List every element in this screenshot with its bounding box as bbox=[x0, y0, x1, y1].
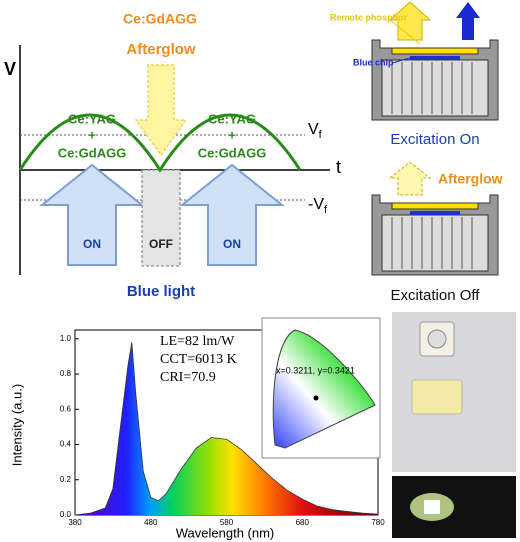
x-tick-label: 680 bbox=[296, 518, 310, 527]
spectrum-chart: Intensity (a.u.) Wavelength (nm) 0.0 0.2 0… bbox=[9, 329, 385, 540]
cie-point-label: x=0.3211, y=0.3421 bbox=[276, 365, 355, 375]
pointer bbox=[391, 57, 411, 64]
pointer bbox=[389, 19, 421, 45]
heatsink bbox=[381, 59, 489, 117]
x-tick-label: 380 bbox=[68, 518, 82, 527]
phosphor-label: Ce:YAG bbox=[68, 111, 116, 126]
y-tick-label: 0.2 bbox=[60, 475, 72, 484]
top-label: Ce:GdAGG bbox=[123, 11, 197, 27]
vf-label: Vf bbox=[308, 121, 323, 141]
spectrum-line bbox=[74, 342, 379, 516]
panel-caption: Excitation On bbox=[390, 131, 479, 148]
y-axis-title: Intensity (a.u.) bbox=[9, 384, 24, 466]
arrow-label: ON bbox=[223, 237, 241, 251]
annotation: CRI=70.9 bbox=[160, 370, 216, 385]
y-tick-label: 0.4 bbox=[60, 440, 72, 449]
photos bbox=[392, 312, 516, 538]
arrow-label: ON bbox=[83, 237, 101, 251]
y-tick-label: 1.0 bbox=[60, 334, 72, 343]
phosphor-label: + bbox=[88, 127, 96, 142]
phosphor-label: Ce:GdAGG bbox=[198, 145, 267, 160]
annotation: CCT=6013 K bbox=[160, 352, 237, 367]
neg-vf-label: -Vf bbox=[308, 196, 328, 216]
heatsink bbox=[381, 214, 489, 272]
vf-sub: f bbox=[319, 129, 323, 141]
blue-chip-label: Blue chip bbox=[353, 57, 394, 67]
neg-vf-main: -V bbox=[308, 196, 324, 213]
fins bbox=[391, 62, 473, 114]
afterglow-label: Afterglow bbox=[126, 41, 195, 58]
yellow-out-arrow bbox=[388, 1, 432, 41]
phosphor-label: + bbox=[228, 127, 236, 142]
led-lit bbox=[424, 500, 440, 514]
y-tick-label: 0.0 bbox=[60, 510, 72, 519]
afterglow-out-arrow bbox=[388, 161, 432, 196]
off-box bbox=[141, 169, 181, 267]
v-label: V bbox=[4, 59, 16, 79]
spectrum-area bbox=[75, 342, 378, 515]
t-label: t bbox=[336, 157, 341, 177]
annotation: LE=82 lm/W bbox=[160, 334, 235, 349]
afterglow-label: Afterglow bbox=[438, 171, 503, 187]
cie-locus bbox=[272, 329, 376, 449]
blue-chip bbox=[410, 211, 460, 215]
on-arrow bbox=[179, 163, 285, 266]
x-tick-label: 580 bbox=[220, 518, 234, 527]
phosphor-layer bbox=[391, 47, 479, 55]
vf-main: V bbox=[308, 121, 319, 138]
y-tick-label: 0.8 bbox=[60, 369, 72, 378]
remote-phosphor-label: Remote phosphor bbox=[330, 12, 407, 22]
excitation-wave bbox=[18, 113, 302, 173]
chromaticity-inset: x=0.3211, y=0.3421 bbox=[261, 317, 381, 459]
x-axis-title: Wavelength (nm) bbox=[176, 525, 275, 540]
x-tick-label: 780 bbox=[371, 518, 385, 527]
neg-vf-sub: f bbox=[324, 204, 328, 216]
x-tick-label: 480 bbox=[144, 518, 158, 527]
fins bbox=[391, 217, 473, 269]
afterglow-arrow bbox=[134, 64, 188, 157]
blue-out-arrow bbox=[456, 2, 480, 40]
on-arrow bbox=[39, 163, 145, 266]
panel-caption: Blue light bbox=[127, 283, 195, 300]
phosphor-label: Ce:GdAGG bbox=[58, 145, 127, 160]
arrow-label: OFF bbox=[149, 237, 173, 251]
waveform-panel: V t Vf -Vf Ce:GdAGG Afterglow Ce:YAG + C… bbox=[4, 11, 341, 300]
led-package bbox=[411, 379, 463, 415]
y-tick-label: 0.6 bbox=[60, 404, 72, 413]
blue-chip bbox=[410, 56, 460, 60]
phosphor-layer bbox=[391, 202, 479, 210]
device-off: Afterglow Excitation Off bbox=[371, 161, 503, 304]
led-lens bbox=[427, 329, 447, 349]
phosphor-label: Ce:YAG bbox=[208, 111, 256, 126]
panel-caption: Excitation Off bbox=[391, 287, 481, 304]
device-on: Remote phosphor Blue chip Excitation On bbox=[330, 1, 499, 148]
cie-point bbox=[313, 395, 319, 401]
